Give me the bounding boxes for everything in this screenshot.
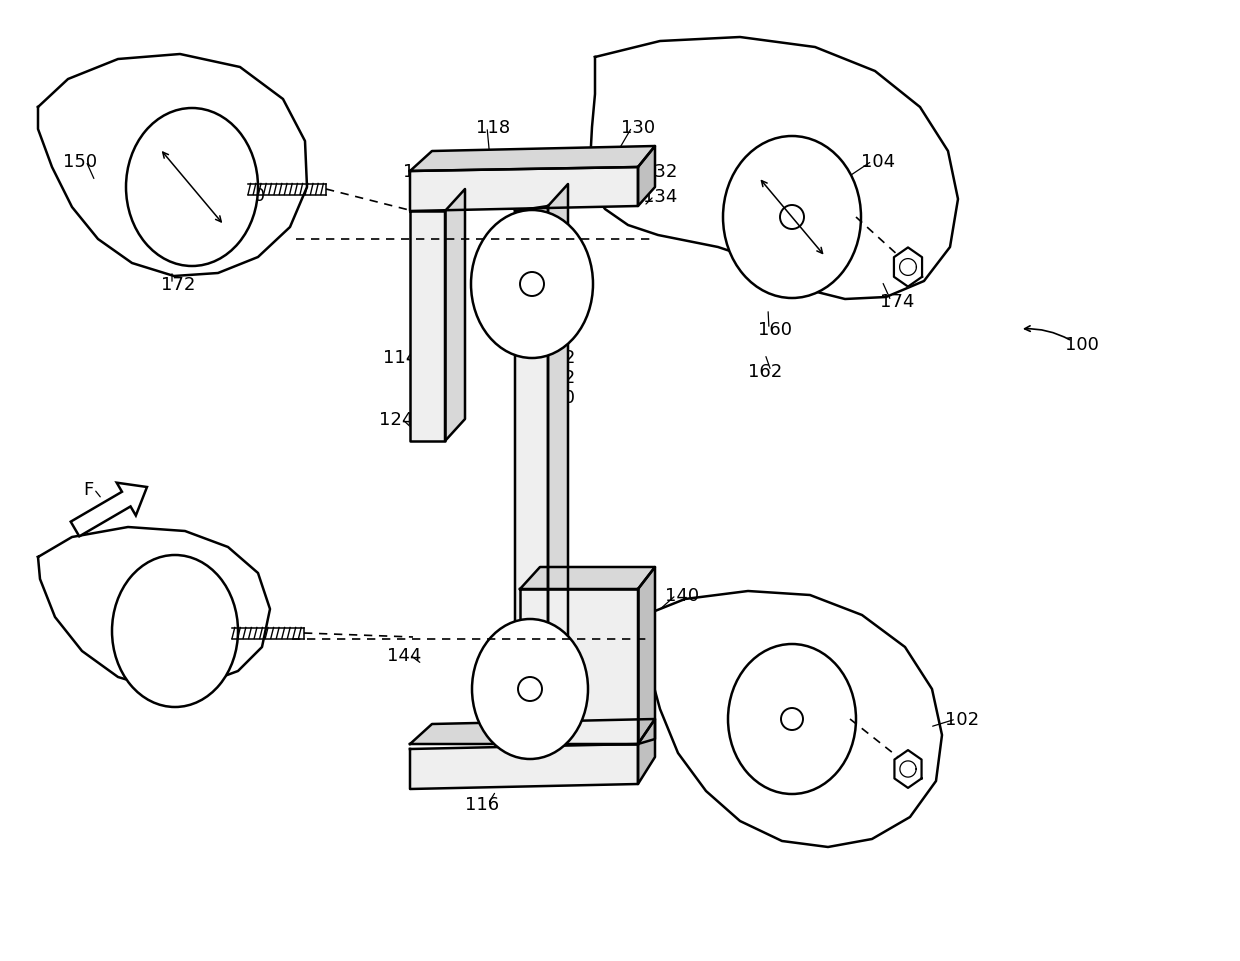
Text: 110: 110	[541, 388, 575, 407]
Text: 150: 150	[63, 153, 97, 171]
Ellipse shape	[471, 210, 593, 358]
Polygon shape	[590, 38, 959, 300]
Polygon shape	[520, 589, 639, 744]
Text: 142: 142	[541, 580, 575, 599]
Text: 174: 174	[880, 293, 914, 310]
Circle shape	[518, 678, 542, 702]
Polygon shape	[410, 147, 655, 172]
Text: 120: 120	[513, 755, 547, 774]
Text: 104: 104	[861, 153, 895, 171]
Text: 140: 140	[665, 586, 699, 604]
Polygon shape	[639, 719, 655, 784]
Polygon shape	[515, 207, 548, 744]
Text: 134: 134	[642, 187, 677, 206]
Text: 144: 144	[387, 647, 422, 664]
Text: 102: 102	[945, 710, 980, 728]
Polygon shape	[640, 591, 942, 847]
Text: 126: 126	[403, 162, 438, 181]
Circle shape	[780, 206, 804, 230]
Polygon shape	[410, 168, 639, 211]
Text: 100: 100	[1065, 335, 1099, 354]
Ellipse shape	[112, 555, 238, 707]
Text: 162: 162	[748, 362, 782, 381]
Polygon shape	[38, 528, 270, 689]
Text: 116: 116	[465, 795, 498, 813]
Polygon shape	[38, 55, 308, 277]
Text: 118: 118	[476, 119, 510, 136]
Polygon shape	[410, 744, 639, 789]
Polygon shape	[639, 147, 655, 207]
Ellipse shape	[728, 644, 856, 794]
Text: 130: 130	[621, 119, 655, 136]
Polygon shape	[548, 185, 568, 744]
Text: 152: 152	[157, 153, 192, 171]
Polygon shape	[894, 248, 923, 287]
Text: 170: 170	[231, 186, 265, 205]
Text: F: F	[83, 480, 93, 499]
Ellipse shape	[126, 109, 258, 267]
Text: 112: 112	[541, 369, 575, 386]
Ellipse shape	[723, 136, 861, 299]
Polygon shape	[410, 719, 655, 744]
Text: 124: 124	[378, 410, 413, 429]
Text: 132: 132	[642, 162, 677, 181]
Polygon shape	[520, 567, 655, 589]
Polygon shape	[639, 567, 655, 744]
FancyArrow shape	[71, 483, 148, 537]
Text: 160: 160	[758, 321, 792, 338]
Circle shape	[520, 273, 544, 297]
Text: 114: 114	[383, 349, 417, 366]
Text: 164: 164	[805, 243, 839, 260]
Polygon shape	[410, 211, 445, 441]
Ellipse shape	[472, 619, 588, 759]
Text: 172: 172	[161, 276, 195, 294]
Polygon shape	[445, 190, 465, 441]
Polygon shape	[894, 751, 921, 788]
Text: 122: 122	[541, 349, 575, 366]
Circle shape	[781, 708, 804, 730]
